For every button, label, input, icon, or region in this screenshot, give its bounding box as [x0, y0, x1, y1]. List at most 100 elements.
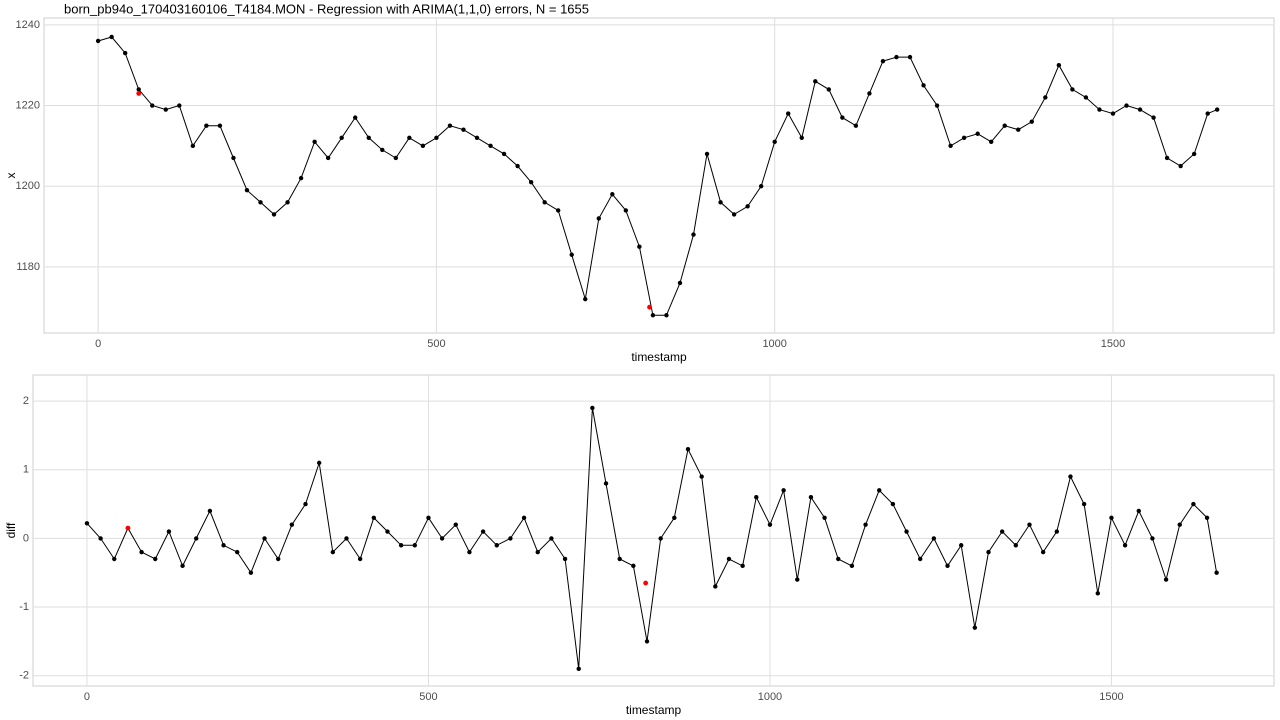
data-point: [740, 563, 745, 569]
x-tick-label: 1000: [758, 691, 782, 703]
data-point: [303, 501, 308, 507]
data-point: [1163, 577, 1169, 582]
data-point: [623, 208, 629, 213]
data-point: [398, 543, 404, 548]
data-point: [576, 666, 581, 672]
data-point: [1204, 515, 1210, 520]
data-point: [1040, 549, 1046, 555]
data-point: [758, 183, 764, 189]
data-point: [353, 115, 358, 120]
data-point: [258, 200, 263, 205]
data-point: [289, 522, 295, 527]
data-point: [535, 549, 540, 555]
data-point: [637, 244, 642, 249]
data-point: [316, 460, 322, 466]
data-point: [726, 556, 732, 562]
data-point: [515, 163, 520, 169]
data-point: [610, 192, 615, 197]
data-point: [664, 313, 669, 318]
data-point: [244, 188, 250, 193]
data-point: [194, 536, 199, 541]
data-point: [1002, 123, 1007, 128]
y-tick-label: -1: [19, 601, 29, 613]
data-point: [1068, 474, 1073, 479]
x-axis-title: timestamp: [626, 703, 682, 717]
y-axis-title: diff: [4, 522, 18, 538]
data-point: [904, 529, 909, 534]
data-point: [248, 570, 254, 575]
data-point: [393, 155, 399, 161]
data-point: [453, 522, 458, 527]
x-tick-label: 0: [84, 691, 90, 703]
data-point: [95, 38, 101, 44]
data-point: [562, 556, 568, 562]
data-point: [166, 529, 172, 534]
data-point: [426, 515, 431, 520]
data-point: [412, 543, 417, 548]
highlight-point: [647, 304, 652, 310]
data-point: [718, 200, 723, 205]
y-tick-label: 1200: [16, 180, 40, 192]
data-point: [1027, 522, 1032, 527]
data-point: [583, 296, 588, 302]
data-point: [1122, 543, 1128, 548]
data-point: [849, 563, 855, 569]
data-point: [650, 313, 656, 318]
data-point: [494, 543, 499, 548]
series-line: [97, 36, 1218, 316]
x-tick-label: 500: [419, 691, 437, 703]
highlight-point: [643, 580, 649, 586]
data-point: [298, 175, 304, 181]
data-point: [890, 501, 896, 507]
data-point: [931, 536, 937, 541]
data-point: [853, 123, 859, 128]
data-point: [339, 135, 344, 140]
data-point: [207, 508, 213, 514]
data-point: [672, 515, 677, 520]
data-point: [867, 91, 872, 96]
data-point: [98, 536, 103, 541]
data-point: [420, 143, 426, 149]
data-point: [1070, 87, 1075, 92]
data-point: [840, 115, 845, 120]
data-point: [863, 522, 868, 527]
data-point: [918, 556, 923, 562]
data-point: [934, 103, 940, 108]
data-point: [467, 549, 472, 555]
data-point: [366, 135, 371, 140]
data-point: [1214, 107, 1220, 112]
data-point: [617, 556, 622, 562]
data-point: [501, 151, 507, 157]
data-point: [231, 155, 236, 161]
data-point: [1083, 95, 1089, 100]
data-point: [1150, 536, 1155, 541]
highlight-point: [125, 525, 131, 531]
data-point: [1137, 107, 1143, 112]
y-tick-label: -2: [19, 670, 29, 682]
data-point: [1164, 155, 1170, 161]
data-point: [704, 151, 710, 157]
data-point: [480, 529, 486, 534]
data-point: [371, 515, 377, 520]
data-point: [781, 488, 786, 493]
data-point: [1095, 591, 1100, 596]
data-point: [180, 563, 185, 569]
chart-title: born_pb94o_170403160106_T4184.MON - Regr…: [64, 1, 589, 16]
x-tick-label: 1500: [1101, 338, 1125, 350]
data-point: [344, 536, 349, 541]
data-point: [221, 543, 226, 548]
data-point: [474, 135, 480, 140]
data-point: [1191, 501, 1196, 507]
data-point: [528, 179, 534, 185]
data-point: [644, 639, 650, 644]
data-point: [139, 549, 144, 555]
data-point: [136, 87, 141, 92]
data-point: [961, 135, 967, 140]
y-tick-label: 1240: [16, 19, 40, 31]
data-point: [285, 200, 290, 205]
highlight-point: [136, 91, 142, 96]
x-tick-label: 1500: [1099, 691, 1123, 703]
data-point: [407, 135, 412, 140]
data-point: [822, 515, 827, 520]
